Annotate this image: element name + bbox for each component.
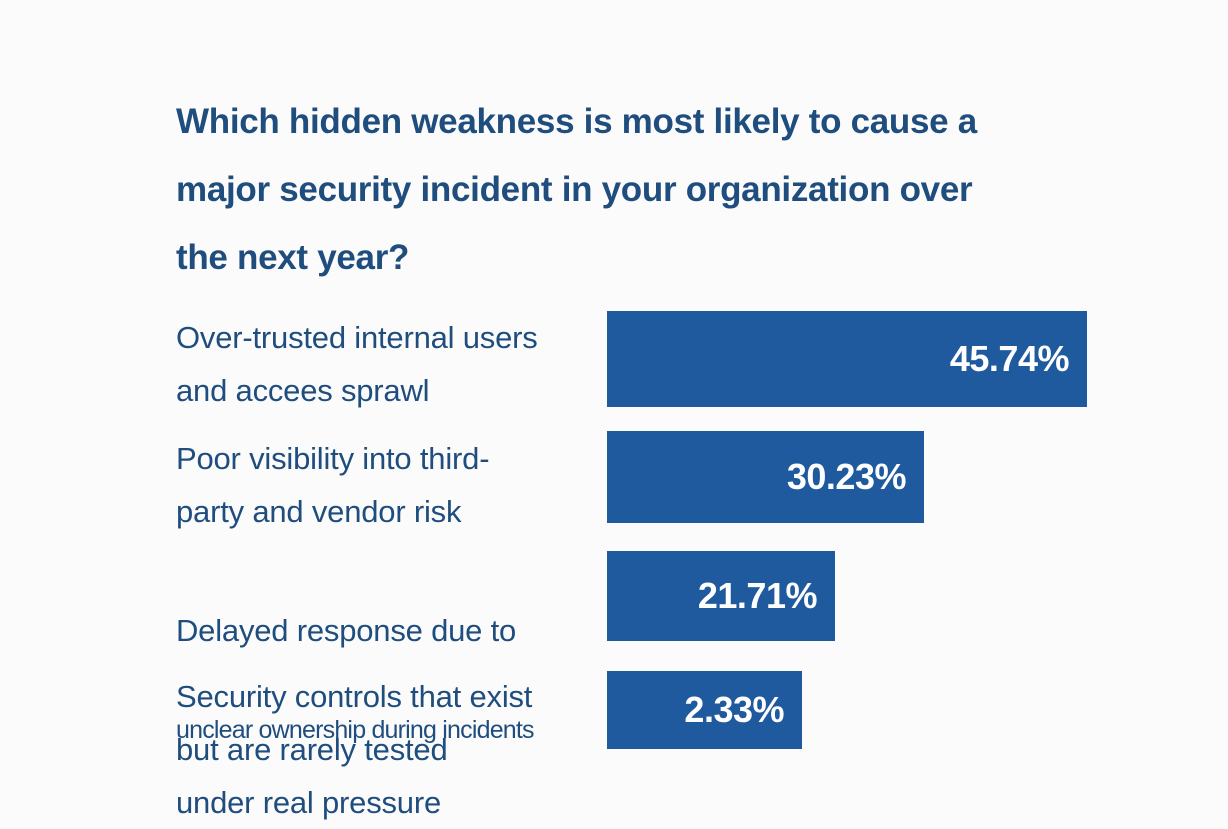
chart-question-title: Which hidden weakness is most likely to … [176,88,1056,292]
bar [607,671,802,749]
bar [607,431,924,523]
category-label: Security controls that exist but are rar… [176,679,533,820]
bar-value-label: 21.71% [697,575,818,616]
category-label: Poor visibility into third- party and ve… [176,441,490,529]
category-label: Over-trusted internal users and accees s… [176,320,538,408]
bar-value-label: 2.33% [684,689,784,730]
category-label: Delayed response due to unclear ownershi… [176,551,606,803]
category-label-line-2: unclear ownership during incidents [176,716,535,744]
bar [607,311,1087,407]
question-line-1: Which hidden weakness is most likely to … [176,102,977,141]
category-label-line-1: Delayed response due to [176,613,517,648]
question-line-2: major security incident in your organiza… [176,170,973,209]
question-line-3: the next year? [176,238,410,277]
bar-value-label: 45.74% [949,338,1070,379]
bar-value-label: 30.23% [786,456,907,497]
bar [607,551,835,641]
